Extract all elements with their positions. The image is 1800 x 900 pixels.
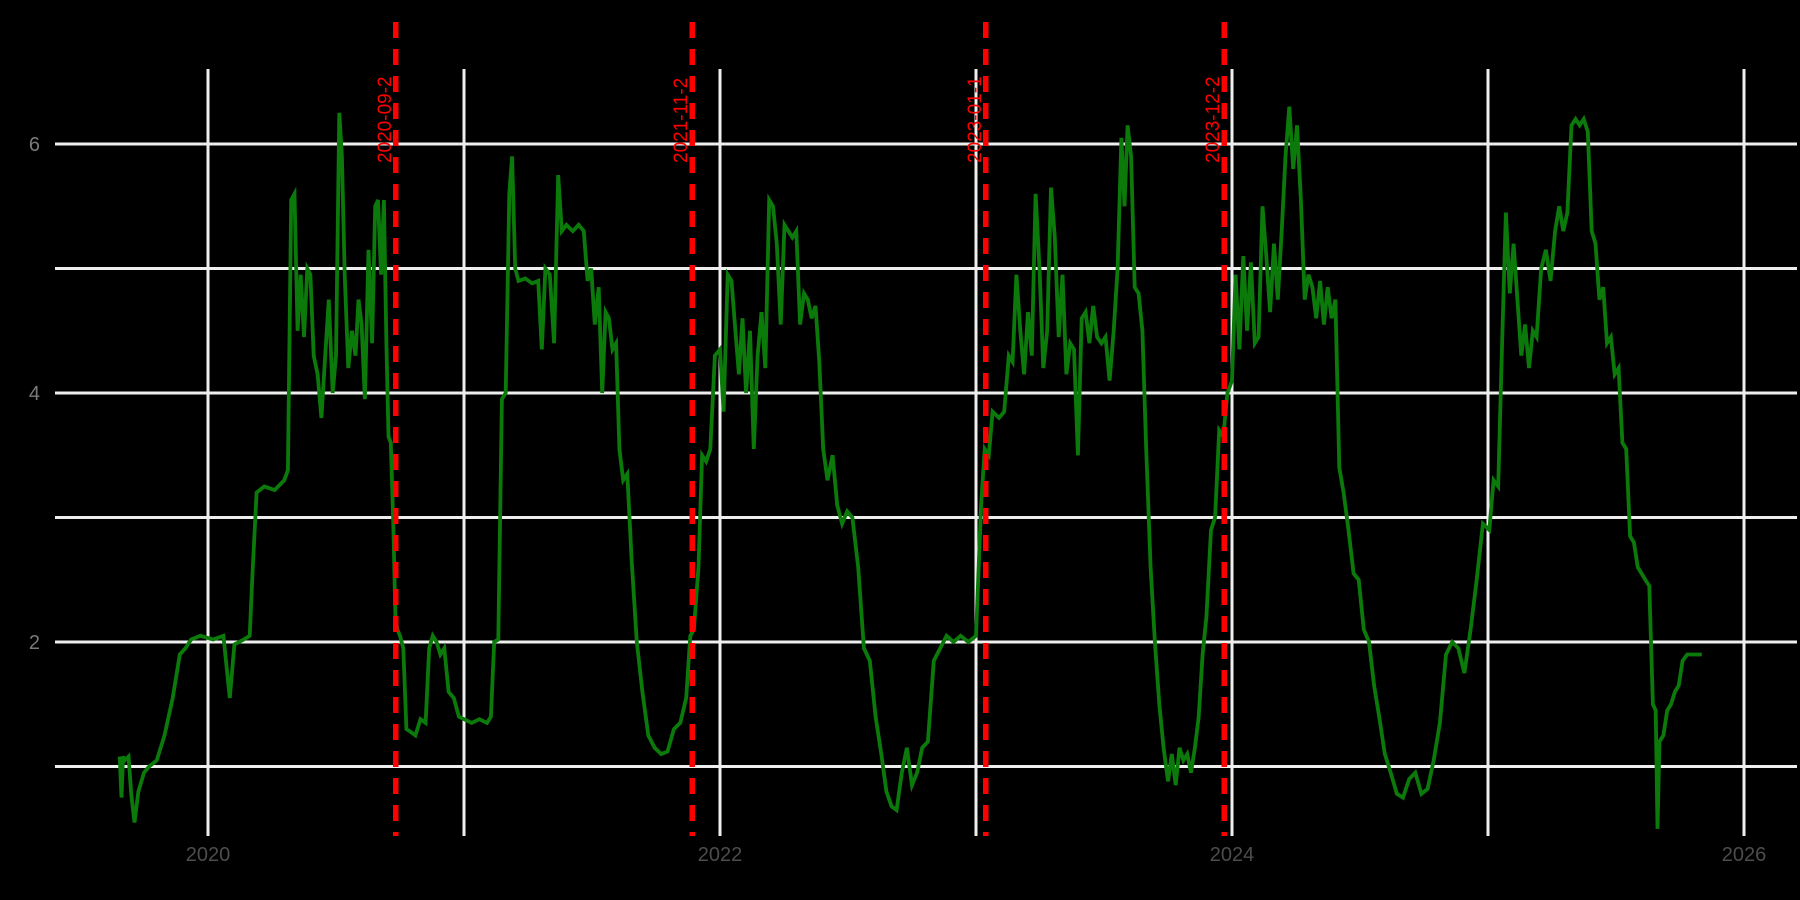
x-tick-label: 2024 (1210, 844, 1255, 866)
y-tick-label: 2 (29, 632, 40, 654)
series-line-daily-value (117, 106, 1702, 829)
axis-labels-layer: 2 4 6 2020 2022 2024 2026 (29, 134, 1766, 866)
event-line-label: 2023-12-2 (1203, 76, 1224, 163)
event-line-label: 2021-11-2 (671, 78, 692, 163)
x-tick-label: 2026 (1722, 844, 1767, 866)
y-tick-label: 4 (29, 383, 40, 405)
gridlines-layer (55, 69, 1797, 836)
event-line-label: 2020-09-2 (375, 76, 396, 163)
y-tick-label: 6 (29, 134, 40, 156)
series-layer (117, 106, 1702, 829)
event-lines-layer: 2020-09-2 2021-11-2 2023-01-1 2023-12-2 (375, 22, 1227, 836)
x-tick-label: 2020 (186, 844, 231, 866)
event-line-label: 2023-01-1 (965, 76, 986, 163)
x-tick-label: 2022 (698, 844, 743, 866)
